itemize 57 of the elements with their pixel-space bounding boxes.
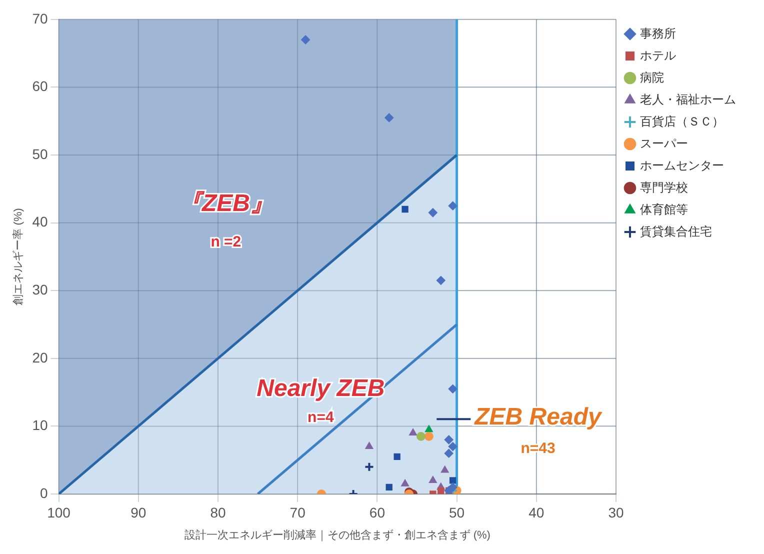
y-tick-label: 0 [40, 484, 48, 501]
point [428, 208, 438, 218]
point [401, 479, 410, 486]
point [416, 432, 426, 441]
legend-label: 体育館等 [640, 202, 688, 216]
legend-label: 専門学校 [640, 180, 688, 194]
legend-label: 事務所 [640, 26, 676, 40]
point [436, 276, 446, 285]
point [428, 476, 437, 483]
y-tick-label: 30 [32, 281, 48, 298]
point [444, 435, 454, 444]
x-axis-title: 設計一次エネルギー削減率｜その他含まず・創エネ含まず (%) [184, 528, 490, 542]
annotation: n=4 [308, 409, 334, 426]
legend-label: ホームセンター [640, 158, 724, 172]
y-tick-label: 50 [32, 146, 48, 162]
point [438, 487, 444, 494]
y-tick-label: 70 [32, 10, 48, 26]
legend-label: 賃貸集合住宅 [640, 224, 712, 238]
point [448, 201, 458, 210]
point [365, 442, 374, 450]
legend-label: 病院 [640, 70, 664, 84]
x-tick-label: 80 [210, 504, 226, 520]
legend-label: 老人・福祉ホーム [640, 92, 736, 106]
x-tick-label: 90 [130, 504, 146, 520]
y-tick-label: 60 [32, 78, 48, 94]
point [394, 453, 400, 460]
point [402, 206, 408, 213]
x-tick-label: 70 [290, 504, 306, 520]
y-axis-title: 創エネルギー率 (%) [12, 208, 25, 306]
annotation: 『ZEB』 [178, 190, 274, 218]
point [440, 466, 449, 473]
point [364, 462, 374, 472]
x-tick-label: 40 [528, 504, 544, 520]
point [386, 484, 392, 491]
x-tick-label: 50 [449, 504, 465, 520]
x-tick-label: 100 [47, 504, 71, 520]
y-tick-label: 20 [32, 349, 48, 366]
point [448, 442, 458, 452]
point [424, 432, 434, 441]
annotation: n =2 [210, 234, 242, 251]
annotation: ZEB Ready [474, 404, 603, 431]
annotation: n=43 [520, 440, 556, 458]
legend-label: スーパー [640, 136, 688, 150]
point [424, 425, 433, 432]
y-tick-label: 10 [32, 417, 48, 434]
point [444, 448, 454, 458]
x-tick-label: 30 [608, 504, 624, 520]
legend-label: ホテル [640, 48, 676, 62]
legend-label: 百貨店（ＳＣ） [640, 114, 724, 128]
point [449, 477, 456, 484]
y-tick-label: 40 [32, 214, 48, 230]
point [301, 35, 310, 44]
annotation: Nearly ZEB [256, 375, 385, 402]
point [409, 428, 417, 436]
point [384, 113, 394, 122]
point [448, 384, 458, 394]
x-tick-label: 60 [369, 504, 386, 520]
